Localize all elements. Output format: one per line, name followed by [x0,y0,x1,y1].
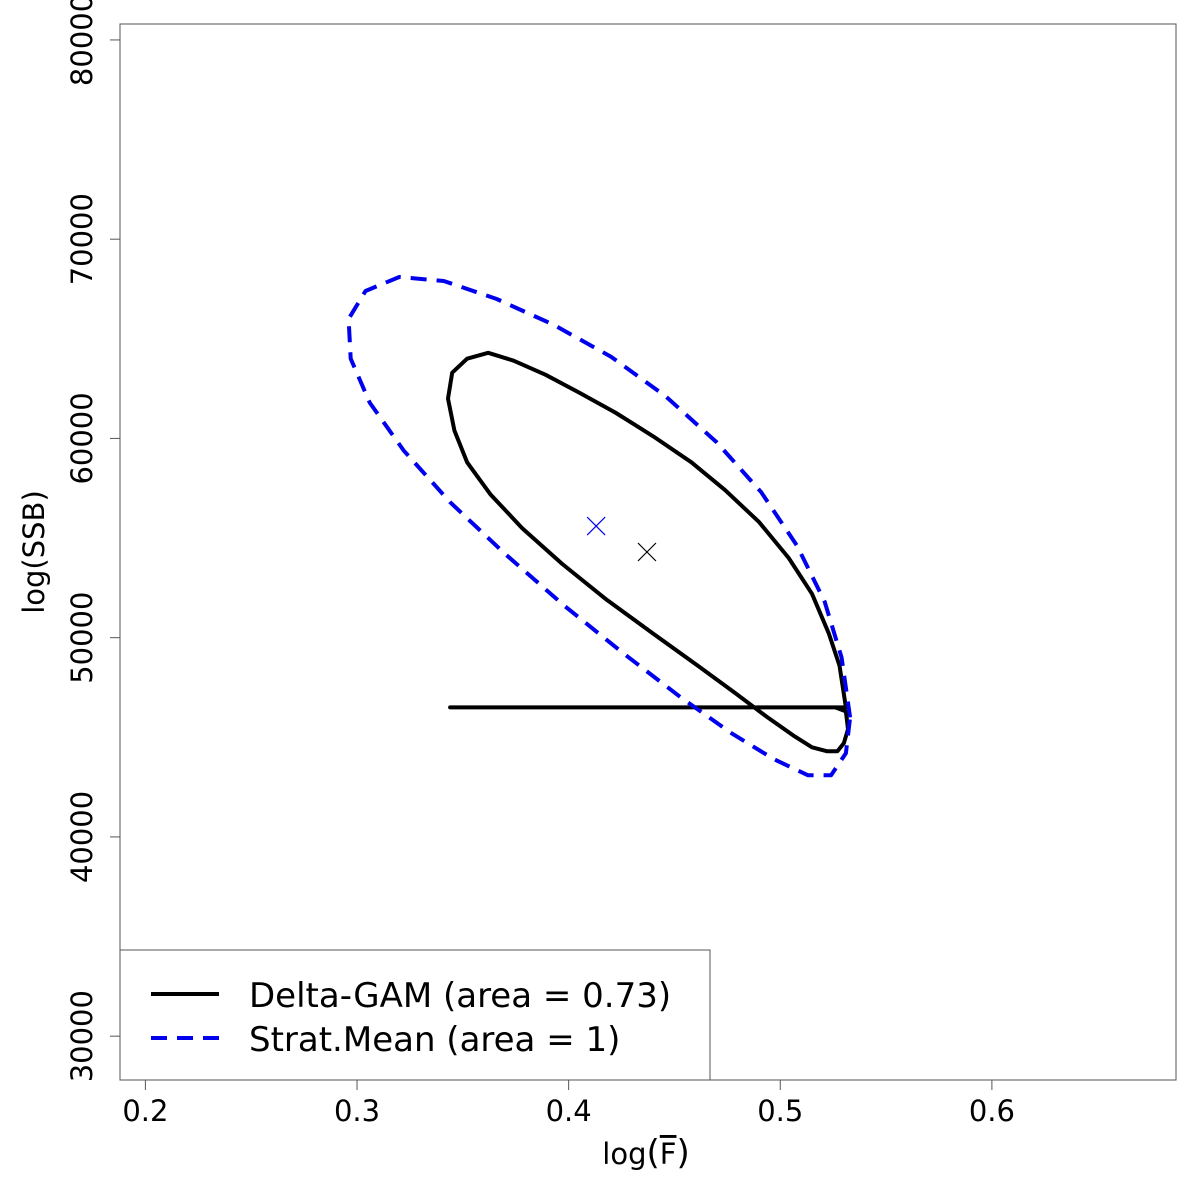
x-tick-label: 0.6 [969,1094,1015,1128]
series-strat-mean-ellipse [346,275,853,778]
legend-label-delta-gam: Delta-GAM (area = 0.73) [249,976,671,1016]
x-axis-title-prefix: log [602,1137,646,1171]
y-tick-label: 30000 [65,990,99,1082]
x-tick-label: 0.3 [334,1094,380,1128]
y-axis: 30000 40000 50000 60000 70000 80000 [65,0,120,1082]
y-tick-label: 60000 [65,392,99,484]
x-axis-title-close-paren: ) [676,1133,689,1173]
series-strat-mean-center-marker [586,516,606,536]
series-delta-gam-ellipse [446,350,850,754]
legend-box [119,949,711,1081]
x-axis-title-open-paren: ( [647,1133,660,1173]
x-tick-label: 0.5 [757,1094,803,1128]
y-tick-label: 40000 [65,791,99,883]
series-layer [346,275,853,778]
y-axis-title: log(SSB) [17,490,51,614]
x-axis: 0.2 0.3 0.4 0.5 0.6 [122,1080,1015,1128]
x-axis-title: log(F) [602,1133,689,1173]
y-tick-label: 50000 [65,592,99,684]
y-tick-label: 80000 [65,0,99,86]
x-tick-label: 0.2 [122,1094,168,1128]
legend: Delta-GAM (area = 0.73) Strat.Mean (area… [119,949,711,1081]
legend-label-strat-mean: Strat.Mean (area = 1) [249,1020,620,1060]
y-tick-label: 70000 [65,193,99,285]
x-axis-title-symbol: F [660,1137,677,1171]
x-tick-label: 0.4 [546,1094,592,1128]
plot-frame [119,23,1177,1081]
series-delta-gam-center-marker [637,542,657,562]
